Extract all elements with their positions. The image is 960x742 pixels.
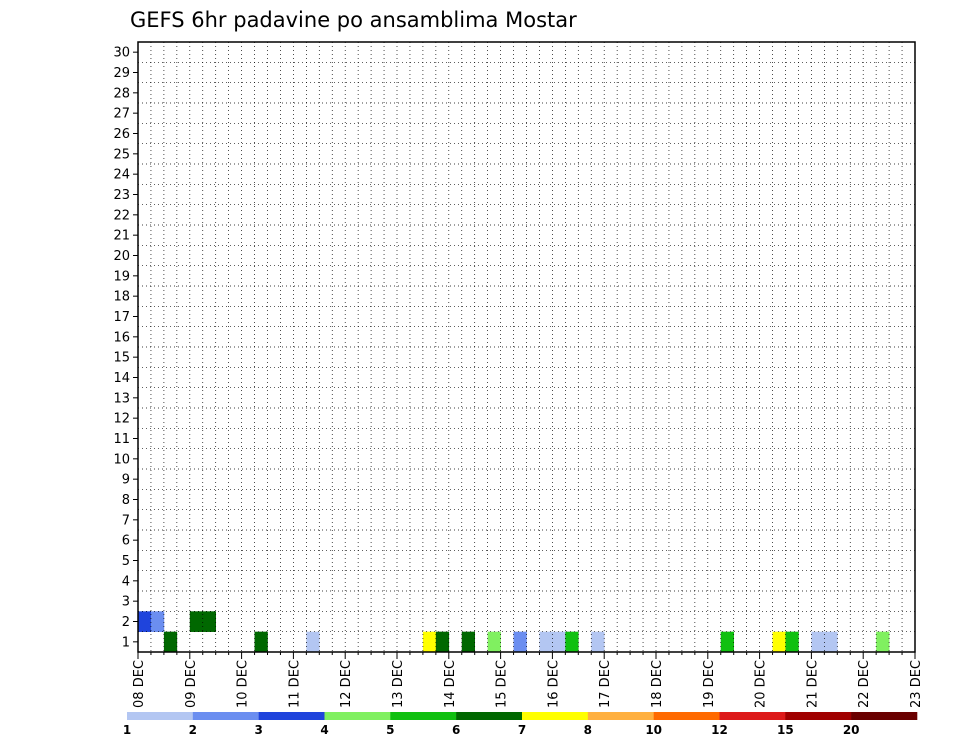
heatmap-cell bbox=[552, 631, 566, 653]
y-tick-label: 13 bbox=[113, 391, 130, 406]
heatmap-cell bbox=[138, 611, 152, 632]
heatmap-cell bbox=[720, 631, 734, 653]
x-tick-label: 11 DEC bbox=[287, 660, 302, 708]
y-tick-label: 25 bbox=[113, 147, 130, 162]
y-tick-label: 4 bbox=[122, 574, 130, 589]
y-tick-label: 24 bbox=[113, 168, 130, 183]
x-tick-label: 16 DEC bbox=[546, 660, 561, 708]
x-tick-label: 18 DEC bbox=[650, 660, 665, 708]
legend-label: 1 bbox=[123, 723, 131, 737]
x-tick-label: 23 DEC bbox=[909, 660, 924, 708]
y-tick-label: 7 bbox=[122, 513, 130, 528]
heatmap-cell bbox=[254, 631, 268, 653]
legend-swatch bbox=[851, 712, 918, 720]
x-tick-label: 22 DEC bbox=[857, 660, 872, 708]
heatmap-cell bbox=[163, 631, 178, 653]
legend-swatch bbox=[390, 712, 457, 720]
legend-swatch bbox=[324, 712, 391, 720]
y-tick-label: 14 bbox=[113, 371, 130, 386]
y-tick-label: 8 bbox=[122, 493, 130, 508]
x-tick-label: 15 DEC bbox=[495, 660, 510, 708]
y-tick-label: 6 bbox=[122, 534, 130, 549]
heatmap-cell bbox=[435, 631, 450, 653]
heatmap-cell bbox=[189, 611, 204, 632]
legend-label: 2 bbox=[189, 723, 197, 737]
grid-lines bbox=[138, 42, 915, 652]
y-tick-label: 26 bbox=[113, 127, 130, 142]
y-tick-label: 17 bbox=[113, 310, 130, 325]
legend-label: 10 bbox=[645, 723, 662, 737]
y-tick-label: 2 bbox=[122, 615, 130, 630]
y-tick-label: 19 bbox=[113, 269, 130, 284]
chart-title: GEFS 6hr padavine po ansamblima Mostar bbox=[130, 8, 577, 32]
heatmap-cell bbox=[539, 631, 553, 653]
heatmap-cell bbox=[513, 631, 527, 653]
y-tick-label: 10 bbox=[113, 452, 130, 467]
heatmap-cells bbox=[138, 611, 890, 653]
heatmap-cell bbox=[487, 631, 501, 653]
heatmap-cell bbox=[591, 631, 605, 653]
heatmap-cell bbox=[202, 611, 216, 632]
heatmap-cell bbox=[824, 631, 838, 653]
x-tick-label: 21 DEC bbox=[805, 660, 820, 708]
x-tick-label: 14 DEC bbox=[443, 660, 458, 708]
y-tick-label: 12 bbox=[113, 412, 130, 427]
legend-swatch bbox=[192, 712, 259, 720]
x-tick-label: 10 DEC bbox=[236, 660, 251, 708]
y-tick-label: 29 bbox=[113, 66, 130, 81]
y-tick-label: 28 bbox=[113, 86, 130, 101]
heatmap-cell bbox=[811, 631, 825, 653]
x-tick-label: 09 DEC bbox=[184, 660, 199, 708]
y-tick-label: 3 bbox=[122, 595, 130, 610]
legend-swatch bbox=[719, 712, 786, 720]
x-tick-label: 13 DEC bbox=[391, 660, 406, 708]
y-tick-label: 11 bbox=[113, 432, 130, 447]
y-tick-label: 20 bbox=[113, 249, 130, 264]
legend-swatch bbox=[522, 712, 589, 720]
heatmap-cell bbox=[876, 631, 890, 653]
heatmap-cell bbox=[785, 631, 799, 653]
y-tick-label: 9 bbox=[122, 473, 130, 488]
legend-label: 12 bbox=[711, 723, 728, 737]
x-axis-ticks: 08 DEC 09 DEC 10 DEC 11 DEC 12 DEC 13 DEC 14 D… bbox=[132, 652, 924, 708]
legend-swatch bbox=[127, 712, 194, 720]
heatmap-cell bbox=[461, 631, 475, 653]
y-tick-label: 18 bbox=[113, 290, 130, 305]
y-tick-label: 23 bbox=[113, 188, 130, 203]
y-tick-label: 15 bbox=[113, 351, 130, 366]
y-tick-label: 22 bbox=[113, 208, 130, 223]
legend-label: 20 bbox=[843, 723, 860, 737]
heatmap-cell bbox=[772, 631, 786, 653]
y-tick-label: 21 bbox=[113, 229, 130, 244]
x-tick-label: 12 DEC bbox=[339, 660, 354, 708]
legend-label: 6 bbox=[452, 723, 460, 737]
legend-swatch bbox=[258, 712, 325, 720]
legend-label: 15 bbox=[777, 723, 794, 737]
legend-swatch bbox=[587, 712, 654, 720]
heatmap-cell bbox=[422, 631, 437, 653]
legend-label: 8 bbox=[584, 723, 592, 737]
y-tick-label: 27 bbox=[113, 107, 130, 122]
legend-swatch bbox=[456, 712, 523, 720]
heatmap-cell bbox=[150, 611, 165, 632]
x-tick-label: 17 DEC bbox=[598, 660, 613, 708]
legend-swatch bbox=[653, 712, 720, 720]
x-tick-label: 08 DEC bbox=[132, 660, 147, 708]
y-axis-ticks: 1234567891011121314151617181920212223242… bbox=[113, 46, 138, 650]
legend-label: 4 bbox=[320, 723, 328, 737]
legend-label: 5 bbox=[386, 723, 394, 737]
y-tick-label: 30 bbox=[113, 46, 130, 61]
y-tick-label: 5 bbox=[122, 554, 130, 569]
heatmap-cell bbox=[306, 631, 320, 653]
legend-label: 7 bbox=[518, 723, 526, 737]
legend-swatch bbox=[785, 712, 852, 720]
heatmap-cell bbox=[565, 631, 579, 653]
color-legend: 1 2 3 4 5 6 7 8 10 12 15 20 bbox=[123, 712, 918, 737]
x-tick-label: 20 DEC bbox=[754, 660, 769, 708]
legend-label: 3 bbox=[254, 723, 262, 737]
y-tick-label: 16 bbox=[113, 330, 130, 345]
y-tick-label: 1 bbox=[122, 635, 130, 650]
x-tick-label: 19 DEC bbox=[702, 660, 717, 708]
